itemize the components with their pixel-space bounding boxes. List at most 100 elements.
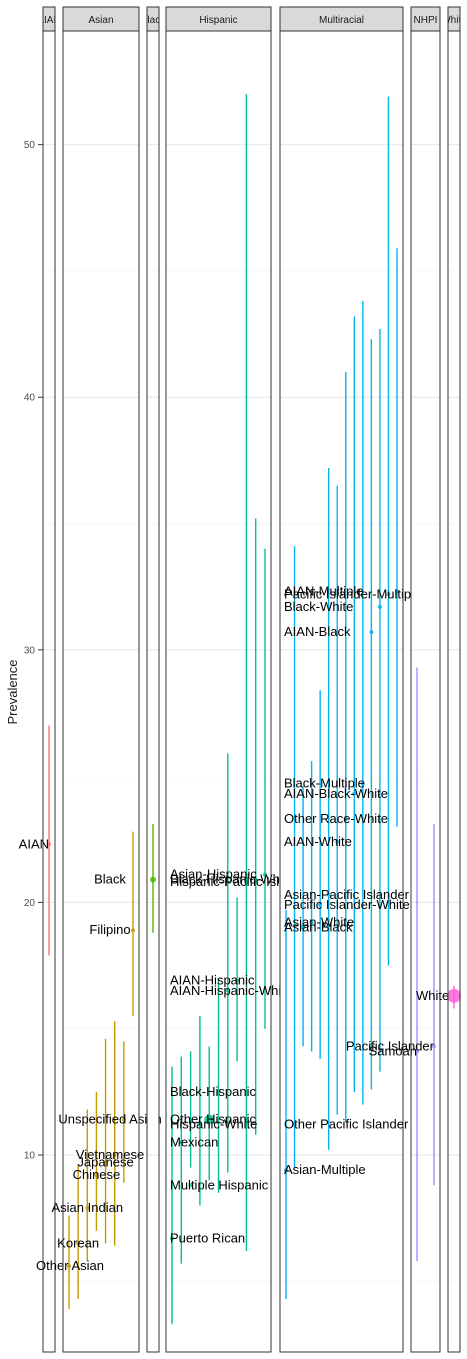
point-label: AIAN-Hispanic bbox=[170, 973, 255, 988]
panel-border bbox=[62, 30, 140, 1353]
facet-strip-label: Asian bbox=[88, 15, 113, 26]
facet-strip bbox=[165, 6, 272, 32]
data-point bbox=[415, 1049, 419, 1054]
point-label: Chinese bbox=[73, 1167, 121, 1182]
data-point bbox=[131, 928, 135, 933]
data-point bbox=[377, 604, 382, 609]
point-label: AIAN bbox=[19, 836, 49, 851]
panel-border bbox=[410, 30, 441, 1353]
data-point bbox=[76, 1241, 81, 1246]
point-label: Filipino bbox=[89, 922, 130, 937]
panel-background bbox=[411, 31, 440, 1352]
data-point bbox=[204, 1114, 215, 1125]
point-label: Asian-White bbox=[284, 915, 354, 930]
facet-strip-label: Hispanic bbox=[199, 15, 237, 26]
panel-background bbox=[63, 31, 139, 1352]
data-point bbox=[112, 1152, 117, 1157]
point-label: Pacific Islander-White bbox=[284, 897, 410, 912]
point-label: Asian Indian bbox=[52, 1200, 124, 1215]
point-label: AIAN-Hispanic-White bbox=[170, 983, 292, 998]
point-label: Black bbox=[94, 872, 126, 887]
point-label: Asian-Pacific Islander bbox=[284, 887, 410, 902]
data-point bbox=[318, 902, 323, 907]
facet-strip-label: Black bbox=[141, 15, 166, 26]
facet-strip bbox=[410, 6, 441, 32]
data-point bbox=[244, 880, 249, 885]
data-point bbox=[309, 920, 314, 925]
data-point bbox=[263, 872, 267, 877]
data-point bbox=[197, 1122, 202, 1127]
data-point bbox=[216, 1089, 221, 1094]
facet-black: Black Black bbox=[94, 6, 166, 1353]
point-label: Other Race-White bbox=[284, 811, 388, 826]
y-tick-label: 20 bbox=[24, 898, 36, 909]
facet-multiracial: Multiracial Asian-Multiple Other Pacific I… bbox=[279, 6, 421, 1353]
point-label: Vietnamese bbox=[76, 1147, 144, 1162]
data-point bbox=[170, 1236, 174, 1241]
y-axis-title: Prevalence bbox=[5, 659, 20, 724]
y-axis: 10 20 30 40 50 bbox=[24, 140, 43, 1161]
data-point bbox=[432, 1044, 436, 1049]
point-label: Other Pacific Islander bbox=[284, 1117, 409, 1132]
facet-aian: AIAN AIAN bbox=[19, 6, 60, 1353]
point-label: Multiple Hispanic bbox=[170, 1177, 269, 1192]
data-point bbox=[253, 877, 258, 882]
data-point bbox=[121, 1117, 126, 1122]
point-label: Korean bbox=[57, 1235, 99, 1250]
data-point bbox=[326, 892, 331, 897]
facet-asian: Asian Other Asian Korean Asian Indian Chines… bbox=[36, 6, 162, 1353]
facet-hispanic: Hispanic Puerto Rican Mexican Multiple Hisp… bbox=[165, 6, 313, 1353]
point-label: Asian-Hispanic bbox=[170, 867, 257, 882]
y-tick-label: 50 bbox=[24, 140, 36, 151]
data-point bbox=[188, 1183, 193, 1188]
point-label: AIAN-Black-White bbox=[284, 786, 388, 801]
data-point bbox=[369, 630, 374, 635]
point-label: Pacific Islander bbox=[346, 1038, 435, 1053]
data-point bbox=[395, 589, 399, 594]
y-tick-label: 40 bbox=[24, 393, 36, 404]
facet-panels: AIAN AIAN Asian Other Asian Korean Asian Indi… bbox=[19, 6, 467, 1353]
panel-border bbox=[42, 30, 56, 1353]
point-label: AIAN-White bbox=[284, 834, 352, 849]
data-point bbox=[284, 1168, 288, 1173]
point-label: Black-Hispanic-White bbox=[170, 872, 294, 887]
panel-background bbox=[280, 31, 403, 1352]
data-point bbox=[85, 1206, 90, 1211]
point-label: Asian-Multiple bbox=[284, 1162, 366, 1177]
point-label: Pacific Islander-Multiple bbox=[284, 586, 421, 601]
y-tick-label: 10 bbox=[24, 1150, 36, 1161]
data-point bbox=[335, 839, 340, 844]
facet-strip-label: Multiracial bbox=[319, 15, 364, 26]
point-label: Hispanic-White bbox=[170, 1117, 257, 1132]
panel-border bbox=[447, 30, 461, 1353]
data-point bbox=[47, 842, 51, 847]
data-point bbox=[447, 988, 461, 1003]
point-label: Unspecified Asian bbox=[58, 1112, 161, 1127]
point-label: AIAN-Multiple bbox=[284, 584, 363, 599]
data-point bbox=[360, 781, 365, 786]
point-label: White bbox=[416, 988, 449, 1003]
data-point bbox=[67, 1264, 71, 1269]
point-label: Samoan bbox=[369, 1043, 417, 1058]
data-point bbox=[301, 925, 306, 930]
facet-strip-label: AIAN bbox=[37, 15, 60, 26]
point-label: Puerto Rican bbox=[170, 1230, 245, 1245]
data-point bbox=[343, 817, 348, 822]
point-label: Other Asian bbox=[36, 1258, 104, 1273]
point-label: Black-White bbox=[284, 599, 353, 614]
data-point bbox=[292, 1122, 297, 1127]
panel-background bbox=[448, 31, 460, 1352]
panel-background bbox=[147, 31, 159, 1352]
facet-white: White White bbox=[416, 6, 467, 1353]
data-point bbox=[150, 876, 156, 883]
point-label: Asian-Black bbox=[284, 920, 353, 935]
point-label: AIAN-Black bbox=[284, 624, 351, 639]
data-point bbox=[103, 1160, 108, 1165]
panel-border bbox=[279, 30, 404, 1353]
facet-strip-label: White bbox=[441, 15, 467, 26]
point-label: Japanese bbox=[77, 1155, 133, 1170]
point-label: Black-Multiple bbox=[284, 776, 365, 791]
panel-background bbox=[43, 31, 55, 1352]
data-point bbox=[225, 988, 230, 993]
panel-border bbox=[146, 30, 160, 1353]
